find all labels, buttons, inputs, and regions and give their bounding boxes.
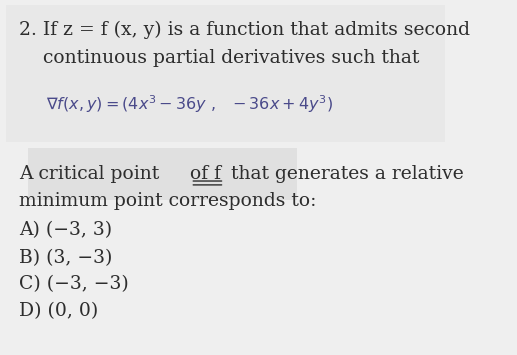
FancyBboxPatch shape: [6, 5, 445, 142]
Text: B) (3, −3): B) (3, −3): [19, 248, 113, 267]
Text: minimum point corresponds to:: minimum point corresponds to:: [19, 192, 317, 210]
Text: A) (−3, 3): A) (−3, 3): [19, 222, 112, 240]
Text: A critical point: A critical point: [19, 165, 165, 183]
Text: $\nabla f(x,y) = (4x^3 - 36y \ , \ \ -36x + 4y^3)$: $\nabla f(x,y) = (4x^3 - 36y \ , \ \ -36…: [46, 93, 333, 115]
Text: D) (0, 0): D) (0, 0): [19, 302, 99, 320]
Text: C) (−3, −3): C) (−3, −3): [19, 275, 129, 294]
FancyBboxPatch shape: [28, 148, 297, 200]
Text: 2. If z = f (x, y) is a function that admits second: 2. If z = f (x, y) is a function that ad…: [19, 21, 470, 39]
Text: continuous partial derivatives such that: continuous partial derivatives such that: [19, 49, 420, 67]
Text: of f: of f: [190, 165, 221, 183]
Text: that generates a relative: that generates a relative: [225, 165, 464, 183]
